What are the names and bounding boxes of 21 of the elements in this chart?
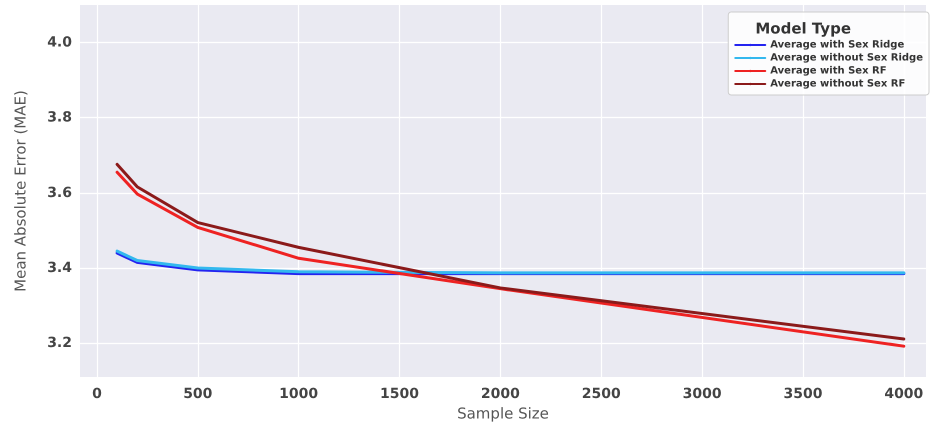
legend-label: Average without Sex RF: [770, 78, 906, 90]
y-tick-label: 3.8: [47, 110, 72, 126]
x-axis-title: Sample Size: [457, 404, 549, 422]
x-tick-label: 2000: [480, 386, 520, 402]
y-axis-title: Mean Absolute Error (MAE): [12, 90, 30, 292]
x-tick-label: 4000: [884, 386, 924, 402]
legend-label: Average with Sex RF: [770, 66, 887, 76]
y-tick-label: 3.2: [47, 335, 72, 352]
x-tick-label: 1000: [279, 386, 318, 402]
x-tick-label: 1500: [380, 386, 420, 402]
x-tick-label: 2500: [582, 386, 621, 402]
x-tick-label: 500: [183, 386, 213, 402]
y-tick-label: 3.4: [47, 260, 72, 276]
x-tick-label: 3500: [783, 386, 823, 402]
legend-label: Average with Sex Ridge: [770, 40, 904, 50]
x-tick-label: 3000: [682, 386, 722, 402]
y-tick-label: 3.6: [47, 184, 72, 201]
legend-label: Average without Sex Ridge: [770, 52, 924, 64]
x-tick-label: 0: [92, 386, 102, 402]
legend-title: Model Type: [755, 20, 852, 38]
y-tick-label: 4.0: [47, 34, 72, 51]
